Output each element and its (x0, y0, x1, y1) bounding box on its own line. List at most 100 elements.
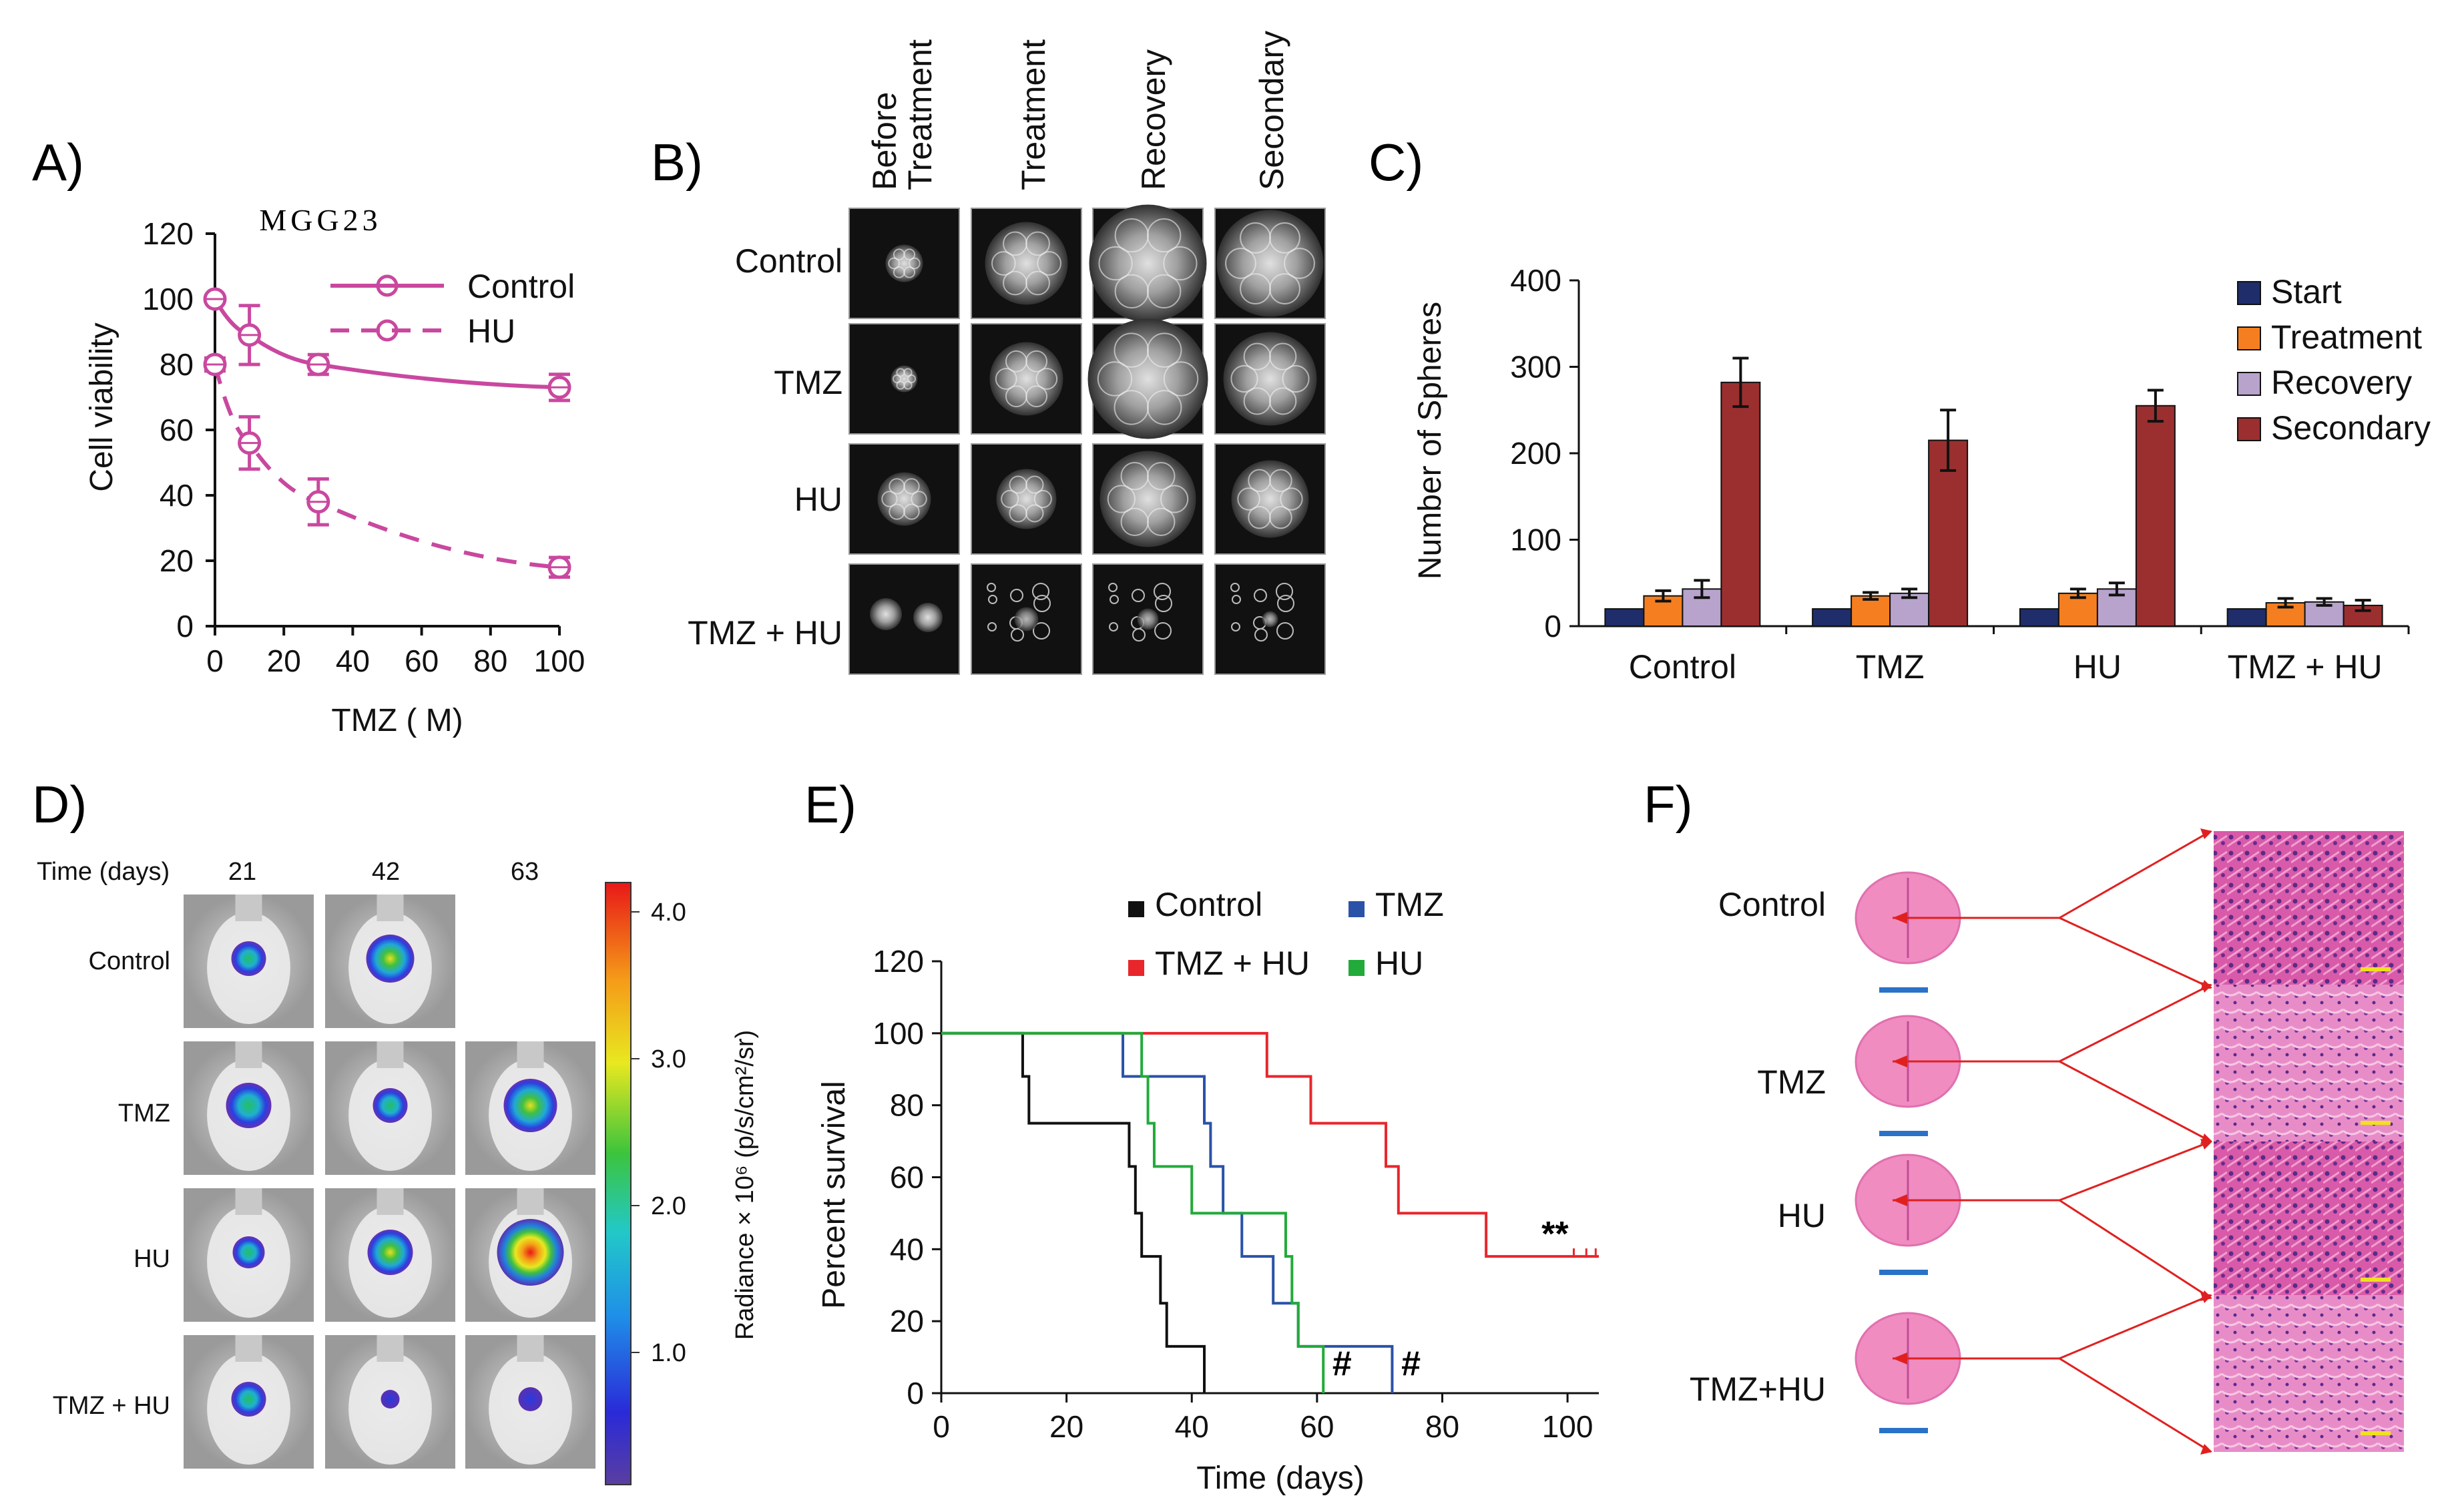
sphere-image (848, 443, 960, 555)
histology-image (2214, 831, 2404, 988)
legend-label: Control (1155, 886, 1262, 923)
sphere-cell (1147, 332, 1182, 368)
sphere-image (971, 323, 1082, 435)
chart-e-xtick-label: 20 (1049, 1409, 1083, 1444)
sphere-cell (1280, 487, 1303, 511)
sphere-cell (1037, 251, 1061, 276)
chart-e-xtick-label: 40 (1175, 1409, 1209, 1444)
sphere-cell (1114, 274, 1149, 309)
colorbar-tick-label: 3.0 (651, 1045, 686, 1073)
d-row-hu: HU (134, 1245, 170, 1273)
time-label: Time (days) (37, 858, 170, 886)
small-sphere (1262, 611, 1278, 627)
histology-grid (1855, 828, 2404, 1455)
histology-row (1855, 828, 2404, 993)
neurosphere (1223, 332, 1317, 426)
neurosphere (1231, 460, 1309, 538)
sphere-cell (1163, 361, 1199, 397)
legend-swatch (1128, 960, 1144, 976)
nose-cone (377, 895, 404, 921)
chart-a-ytick-label: 80 (160, 347, 194, 382)
panel-b-row-labels: Control TMZ HU TMZ + HU (688, 242, 842, 652)
chart-e-ytick-label: 100 (873, 1016, 924, 1051)
arrow-head (1893, 1352, 1907, 1364)
chart-e-xlabel: Time (days) (1196, 1461, 1365, 1496)
sphere-cell (903, 478, 920, 495)
colorbar-tick-label: 2.0 (651, 1192, 686, 1220)
zoom-line-bottom (2059, 1199, 2212, 1300)
mouse-image (184, 1335, 314, 1469)
panel-e: E) Percent survival Time (days) 0 20 40 60 8… (804, 775, 1599, 1496)
arrow-head (2200, 1139, 2212, 1150)
sphere-cell (1269, 342, 1297, 370)
chart-c-ytick-label: 200 (1510, 436, 1561, 471)
legend-swatch-recovery (2237, 372, 2261, 396)
cell-debris (1155, 595, 1172, 612)
radiance-colorbar: 4.0 3.0 2.0 1.0 Radiance × 10⁶ (p/s/cm²/sr) (605, 882, 759, 1485)
col-before-line2: Treatment (901, 39, 939, 190)
chart-a-xtick-label: 60 (405, 644, 439, 678)
cell-debris (1110, 595, 1119, 604)
neurosphere (1216, 210, 1324, 317)
sphere-image (1214, 443, 1326, 555)
small-sphere (913, 603, 943, 632)
chart-a-xtick-label: 40 (336, 644, 370, 678)
colorbar-tick-label: 4.0 (651, 899, 686, 927)
histology-image (2214, 1295, 2404, 1452)
chart-c-ytick-label: 0 (1544, 609, 1561, 644)
sphere-cell (907, 374, 917, 384)
col-treatment: Treatment (1015, 39, 1052, 190)
survival-curve-hu (941, 1031, 1325, 1393)
small-sphere (870, 598, 902, 630)
survival-curve-tmz-hu (941, 1031, 1599, 1258)
f-row-hu: HU (1778, 1197, 1826, 1234)
zoom-line-bottom (2059, 917, 2212, 989)
sphere-cell (903, 248, 916, 261)
tumor-signal (231, 941, 266, 976)
nose-cone (235, 1188, 262, 1215)
tumor-signal (503, 1079, 557, 1132)
row-label-control: Control (735, 242, 842, 280)
chart-e-ytick-label: 40 (890, 1232, 924, 1266)
sphere-image (1214, 323, 1326, 435)
chart-e-xtick-label: 60 (1300, 1409, 1334, 1444)
colorbar-label: Radiance × 10⁶ (p/s/cm²/sr) (731, 1030, 759, 1340)
arrow-head (2200, 1444, 2212, 1455)
nose-cone (377, 1041, 404, 1068)
chart-c-category-label: Control (1629, 648, 1736, 686)
cell-debris (1154, 583, 1171, 600)
chart-c-ytick-label: 100 (1510, 523, 1561, 557)
sphere-cell (1240, 273, 1271, 305)
sphere-cell (1114, 390, 1149, 425)
legend-hu-marker (376, 319, 399, 342)
significance-marker: # (1401, 1344, 1421, 1383)
zoom-line-top (2059, 983, 2212, 1063)
legend-swatch-secondary (2237, 417, 2261, 441)
chart-a-ytick-label: 40 (160, 478, 194, 513)
sphere-image (1092, 443, 1204, 555)
sphere-image (1214, 208, 1326, 319)
chart-e-ylabel: Percent survival (816, 1081, 852, 1308)
mouse-image (325, 895, 455, 1028)
row-label-tmz-hu: TMZ + HU (688, 614, 842, 652)
legend-label: TMZ (1375, 886, 1444, 923)
sphere-cell (1237, 487, 1260, 511)
mouse-image (465, 1188, 595, 1322)
d-row-tmz-hu: TMZ + HU (53, 1392, 170, 1420)
sphere-image (971, 208, 1082, 319)
sphere-cell (1033, 489, 1052, 509)
f-row-control: Control (1718, 886, 1826, 923)
nose-cone (517, 1041, 544, 1068)
sphere-cell (1269, 222, 1300, 254)
chart-a-ytick-label: 60 (160, 413, 194, 447)
bar-start (2226, 608, 2267, 627)
panel-d: D) Time (days) 21 42 63 Control TMZ HU T… (32, 775, 759, 1485)
chart-c-ytick-label: 400 (1510, 263, 1561, 298)
cell-debris (1033, 622, 1050, 640)
sphere-cell (1025, 350, 1048, 372)
sphere-cell (1147, 218, 1182, 253)
nose-cone (235, 1041, 262, 1068)
panel-label-e: E) (804, 775, 856, 834)
bar-start (2019, 608, 2059, 627)
